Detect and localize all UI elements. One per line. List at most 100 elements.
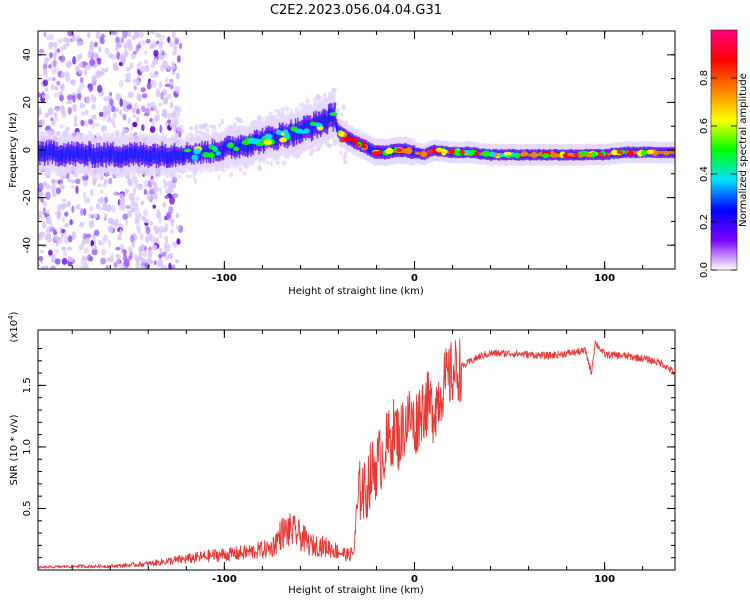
spectrogram-noise-blob xyxy=(122,126,126,135)
colorbar-tick-label: 0.0 xyxy=(699,262,710,278)
spectrogram-peak-blob xyxy=(241,139,251,145)
spectrogram-noise-blob xyxy=(341,104,346,110)
spectrogram-band-core xyxy=(225,141,228,153)
spectrogram-noise-blob xyxy=(63,70,70,77)
snr-ticks: -100 0 100 0.5 1.0 1.5 xyxy=(22,330,675,585)
spectrogram-band-core xyxy=(107,148,110,161)
spectrogram-noise-blob xyxy=(141,257,147,264)
spectrogram-noise-blob xyxy=(208,124,213,129)
colorbar-gradient xyxy=(711,30,737,270)
spectrogram-noise-blob xyxy=(141,93,148,99)
spectrogram-noise-blob xyxy=(285,106,290,112)
spectrogram-noise-blob xyxy=(125,128,129,133)
spectrogram-noise-blob xyxy=(162,201,167,208)
spectrogram-band-core xyxy=(62,150,65,162)
spectrogram-noise-blob xyxy=(75,204,81,210)
spectrogram-band-core xyxy=(49,145,52,158)
spectrogram-band-core xyxy=(148,150,152,162)
spectrogram-noise-blob xyxy=(145,38,151,44)
spectrogram-noise-blob xyxy=(176,132,180,139)
spectrogram-noise-blob xyxy=(110,253,114,261)
spectrogram-band-core xyxy=(139,146,142,158)
spectrogram-band-core xyxy=(335,122,339,130)
spectrogram-noise-blob xyxy=(73,122,78,127)
spectrogram-band-peak xyxy=(528,153,531,157)
spectrogram-noise-blob xyxy=(50,84,55,91)
spectrogram-noise-blob xyxy=(90,189,94,197)
spectrogram-band-peak xyxy=(669,150,672,155)
spectrogram-noise-blob xyxy=(98,46,102,53)
spectrogram-peak-blob xyxy=(590,151,597,158)
spectrogram-noise-blob xyxy=(218,123,222,128)
spectrogram-band-core xyxy=(44,146,48,158)
spectrogram-noise-blob xyxy=(145,235,149,244)
spectrogram-noise-blob xyxy=(89,58,96,67)
spectrogram-noise-blob xyxy=(205,128,210,132)
spectrogram-band-peak xyxy=(635,150,639,155)
spectrogram-noise-blob xyxy=(157,259,164,267)
spectrogram-noise-blob xyxy=(185,174,190,178)
spectrogram-noise-blob xyxy=(172,31,176,39)
spectrogram-noise-blob xyxy=(134,216,139,223)
spectrogram-noise-blob xyxy=(94,41,98,48)
spectrogram-band-core xyxy=(79,148,82,160)
spectrogram-noise-blob xyxy=(60,45,64,53)
snr-xtick-label: 0 xyxy=(411,574,418,585)
spectrogram-band-core xyxy=(243,139,246,151)
spectrogram-noise-blob xyxy=(239,118,244,124)
spectrogram-band-core xyxy=(75,146,78,158)
spectrogram-noise-blob xyxy=(42,69,48,78)
spectrogram-noise-blob xyxy=(170,64,176,70)
spectrogram-peak-blob xyxy=(255,142,264,147)
spectrogram-band-peak xyxy=(632,150,635,154)
spectrogram-band-core xyxy=(276,134,279,147)
spectrogram-band-core xyxy=(329,108,332,123)
spectrogram-noise-blob xyxy=(139,31,145,39)
spectrogram-noise-blob xyxy=(96,183,103,188)
spectrogram-peak-blob xyxy=(264,133,273,140)
spectrogram-band-core xyxy=(145,149,148,161)
spectrogram-peak-blob xyxy=(640,149,648,156)
spectrogram-noise-blob xyxy=(115,129,120,138)
spectrogram-peak-blob xyxy=(275,129,282,135)
spectrogram-ticks: -100 0 100 -40 -20 0 20 40 xyxy=(22,30,675,284)
spectrogram-noise-blob xyxy=(213,126,217,131)
spectrogram-band-core xyxy=(188,149,191,159)
spectrogram-band-core xyxy=(80,148,83,161)
spectrogram-band-core xyxy=(127,148,130,161)
spectrogram-noise-blob xyxy=(61,198,67,203)
spectrogram-band-core xyxy=(46,144,49,156)
spectrogram-band-core xyxy=(241,139,244,151)
spectrogram-noise-blob xyxy=(104,47,110,55)
spectrogram-band-core xyxy=(172,149,175,162)
spectrogram-ylabel: Frequency (Hz) xyxy=(8,112,19,188)
spectrogram-band-core xyxy=(163,150,166,163)
spectrogram-noise-blob xyxy=(79,102,84,109)
spectrogram-band-core xyxy=(66,147,69,159)
spectrogram-noise-blob xyxy=(339,150,342,156)
spectrogram-noise-blob xyxy=(75,185,79,194)
spectrogram-noise-blob xyxy=(44,183,50,188)
spectrogram-peak-blob xyxy=(233,146,240,152)
spectrogram-band-peak xyxy=(479,152,482,156)
spectrogram-band-core xyxy=(159,149,162,162)
spectrogram-noise-blob xyxy=(84,68,88,76)
spectrogram-band-core xyxy=(303,120,307,134)
spectrogram-band-core xyxy=(156,148,159,160)
spectrogram-ytick-label: -20 xyxy=(22,189,33,205)
spectrogram-band-core xyxy=(306,119,309,133)
spectrogram-noise-blob xyxy=(83,61,88,66)
spectrogram-noise-blob xyxy=(160,92,164,100)
spectrogram-noise-blob xyxy=(58,55,63,61)
spectrogram-hot-spot xyxy=(616,150,623,155)
spectrogram-band-core xyxy=(73,146,76,159)
spectrogram-noise-blob xyxy=(150,62,156,69)
spectrogram-noise-blob xyxy=(138,40,142,46)
spectrogram-noise-blob xyxy=(133,31,140,39)
spectrogram-noise-blob xyxy=(45,35,52,41)
spectrogram-peak-blob xyxy=(562,153,568,158)
spectrogram-band-core xyxy=(97,151,100,164)
spectrogram-band-core xyxy=(175,151,178,163)
spectrogram-noise-blob xyxy=(49,52,53,59)
spectrogram-ytick-label: 0 xyxy=(22,147,33,153)
